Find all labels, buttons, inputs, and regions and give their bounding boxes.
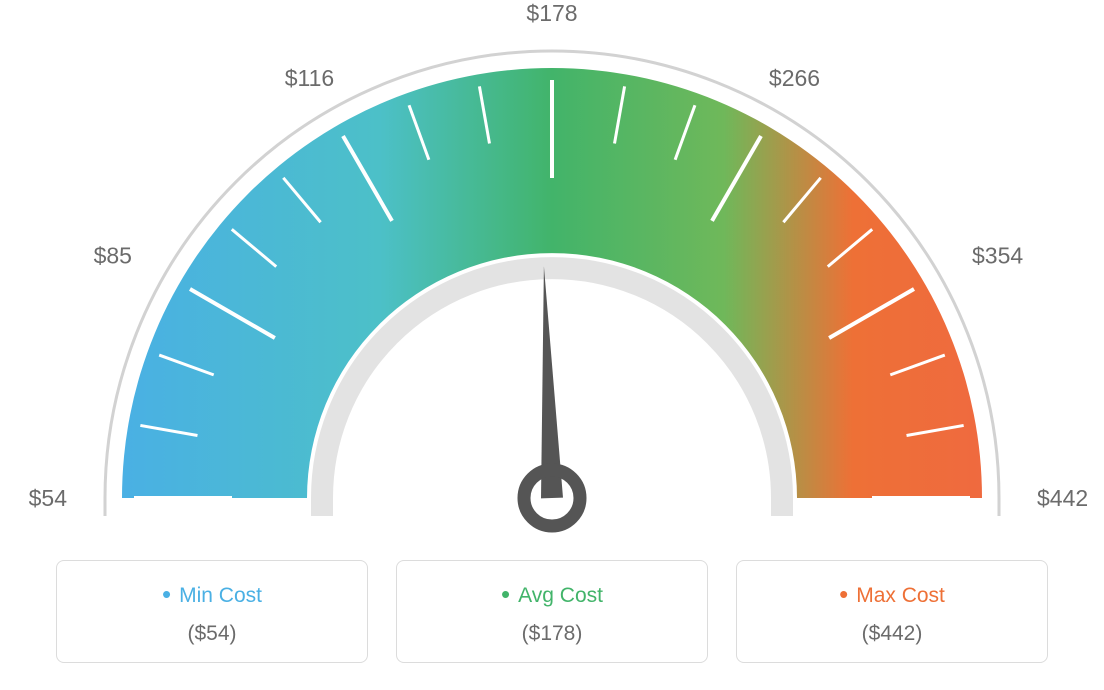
scale-label: $116	[285, 65, 334, 91]
legend-avg-box: Avg Cost ($178)	[396, 560, 708, 663]
scale-label: $266	[769, 65, 820, 91]
legend-avg-label: Avg Cost	[397, 579, 707, 610]
legend-max-box: Max Cost ($442)	[736, 560, 1048, 663]
gauge-chart: $54 $85 $116 $178 $266 $354 $442	[0, 0, 1104, 560]
scale-label: $85	[94, 243, 132, 269]
scale-label: $442	[1037, 485, 1088, 511]
legend-row: Min Cost ($54) Avg Cost ($178) Max Cost …	[0, 560, 1104, 663]
legend-min-label: Min Cost	[57, 579, 367, 610]
legend-min-value: ($54)	[57, 622, 367, 646]
legend-max-label: Max Cost	[737, 579, 1047, 610]
legend-max-value: ($442)	[737, 622, 1047, 646]
scale-label: $178	[526, 0, 577, 26]
scale-label: $54	[29, 485, 68, 511]
gauge-svg: $54 $85 $116 $178 $266 $354 $442	[0, 0, 1104, 560]
scale-label: $354	[972, 243, 1023, 269]
legend-avg-value: ($178)	[397, 622, 707, 646]
legend-min-box: Min Cost ($54)	[56, 560, 368, 663]
